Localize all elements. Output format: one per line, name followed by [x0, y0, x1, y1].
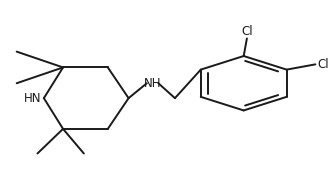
Text: NH: NH — [144, 77, 161, 90]
Text: HN: HN — [24, 92, 41, 105]
Text: Cl: Cl — [241, 25, 253, 38]
Text: Cl: Cl — [317, 58, 329, 71]
